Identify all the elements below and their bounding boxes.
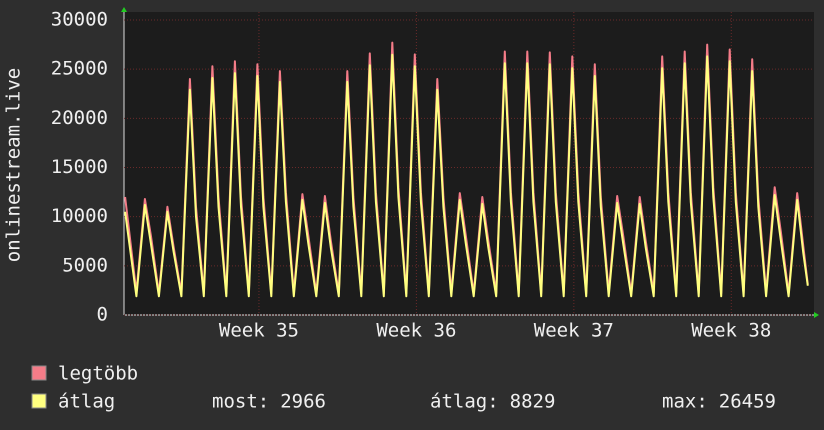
plot bbox=[124, 12, 814, 316]
y-tick-label: 20000 bbox=[51, 107, 108, 129]
x-tick-label: Week 38 bbox=[691, 320, 771, 342]
x-tick-label: Week 37 bbox=[534, 320, 614, 342]
stat-value: 26459 bbox=[719, 391, 776, 413]
y-tick-label: 5000 bbox=[62, 254, 108, 276]
legend-label: legtöbb bbox=[58, 363, 138, 385]
y-tick-label: 15000 bbox=[51, 156, 108, 178]
stat-label: átlag: bbox=[430, 391, 499, 413]
y-tick-label: 30000 bbox=[51, 9, 108, 31]
axis-arrow bbox=[121, 7, 127, 12]
legend-label: átlag bbox=[58, 391, 115, 413]
y-tick-label: 0 bbox=[97, 304, 108, 326]
y-tick-label: 10000 bbox=[51, 205, 108, 227]
legend-swatch bbox=[31, 365, 47, 381]
legend-swatch bbox=[31, 393, 47, 409]
axis-arrow bbox=[814, 312, 819, 318]
x-tick-label: Week 35 bbox=[219, 320, 299, 342]
series-line bbox=[124, 53, 809, 298]
y-tick-label: 25000 bbox=[51, 58, 108, 80]
x-tick-label: Week 36 bbox=[376, 320, 456, 342]
stat-value: 2966 bbox=[280, 391, 326, 413]
stat-label: max: bbox=[662, 391, 708, 413]
y-axis-label: onlinestream.live bbox=[3, 68, 25, 262]
stat-value: 8829 bbox=[510, 391, 556, 413]
stat-label: most: bbox=[212, 391, 269, 413]
